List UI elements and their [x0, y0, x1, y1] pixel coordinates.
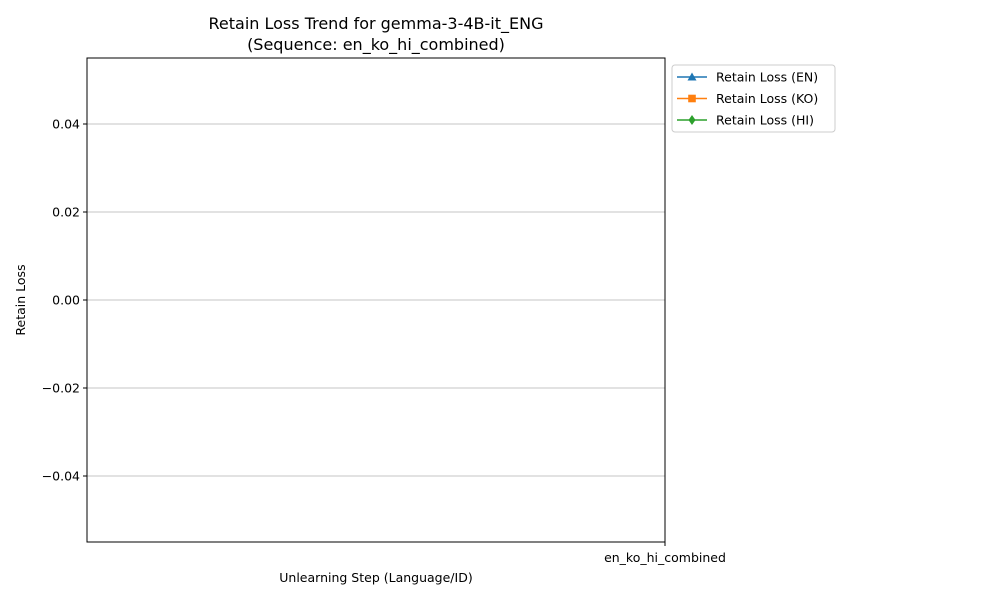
y-tick-label: −0.02 [42, 381, 80, 396]
y-tick-label: −0.04 [42, 469, 80, 484]
chart-subtitle: (Sequence: en_ko_hi_combined) [247, 35, 505, 55]
plot-area: 0.04 0.02 0.00 −0.02 −0.04 en_ko_hi_combined [42, 57, 726, 565]
legend-entry: Retain Loss (KO) [677, 91, 818, 106]
x-tick-label: en_ko_hi_combined [604, 550, 726, 565]
y-gridlines [87, 123, 665, 477]
legend-label: Retain Loss (HI) [716, 113, 814, 128]
triangle-up-icon [687, 72, 697, 81]
square-icon [688, 94, 696, 103]
legend-entry: Retain Loss (EN) [677, 70, 818, 85]
x-axis-ticks: en_ko_hi_combined [604, 542, 726, 565]
y-axis-label: Retain Loss [13, 264, 28, 335]
legend-label: Retain Loss (EN) [716, 70, 818, 85]
diamond-icon [688, 115, 696, 125]
y-axis-ticks: 0.04 0.02 0.00 −0.02 −0.04 [42, 117, 87, 484]
y-tick-label: 0.04 [52, 117, 80, 132]
chart-title: Retain Loss Trend for gemma-3-4B-it_ENG [209, 14, 544, 34]
legend-box [671, 64, 836, 133]
legend: Retain Loss (EN) Retain Loss (KO) Retain L… [671, 64, 836, 133]
y-tick-label: 0.02 [52, 205, 80, 220]
y-tick-label: 0.00 [52, 293, 80, 308]
legend-entry: Retain Loss (HI) [677, 113, 814, 128]
legend-label: Retain Loss (KO) [716, 91, 818, 106]
x-axis-label: Unlearning Step (Language/ID) [279, 570, 472, 585]
